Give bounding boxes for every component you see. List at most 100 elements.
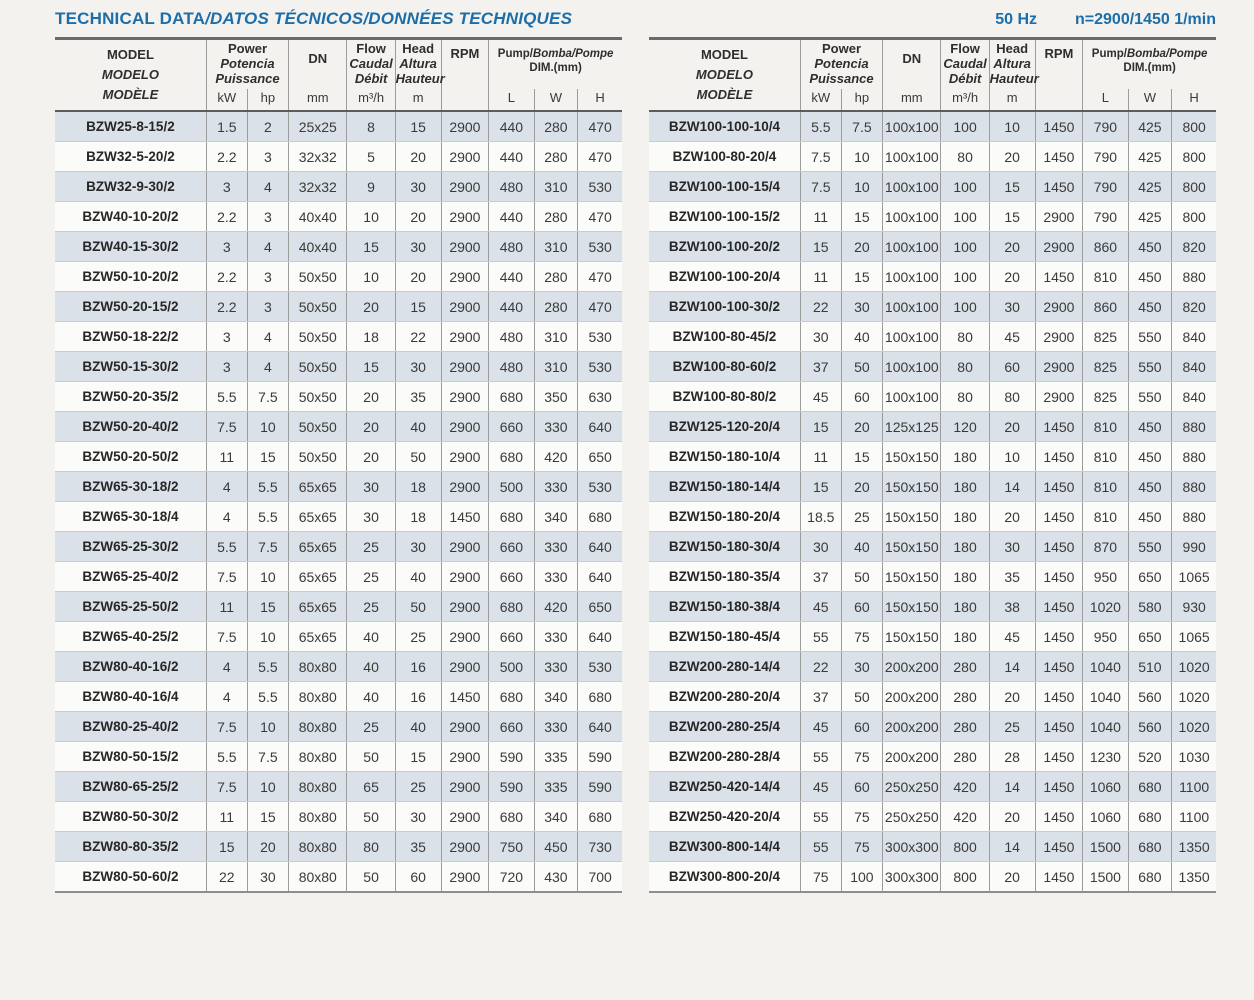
value-cell: 55 <box>799 831 842 862</box>
value-cell: 530 <box>577 321 622 352</box>
value-cell: 840 <box>1171 351 1216 382</box>
value-cell: 640 <box>577 621 622 652</box>
header-flow-es: Caudal <box>349 55 393 71</box>
value-cell: 1060 <box>1082 771 1129 802</box>
value-cell: 680 <box>488 801 535 832</box>
value-cell: 2900 <box>440 231 489 262</box>
model-cell: BZW50-18-22/2 <box>55 321 207 352</box>
value-cell: 530 <box>577 231 622 262</box>
header-flow: Flow Caudal Débit <box>940 38 990 89</box>
value-cell: 40 <box>394 411 442 442</box>
value-cell: 680 <box>488 591 535 622</box>
header-unit-w: W <box>533 88 578 112</box>
value-cell: 340 <box>533 501 578 532</box>
value-cell: 2900 <box>440 471 489 502</box>
table-row: BZW50-18-22/2 3 4 50x50 18 22 2900 480 310 530 <box>55 321 622 352</box>
value-cell: 480 <box>488 321 535 352</box>
table-row: BZW100-100-20/2 15 20 100x100 100 20 2900 860 45… <box>649 231 1216 262</box>
header-dim-unit: DIM.(mm) <box>529 62 582 75</box>
value-cell: 2900 <box>1034 291 1083 322</box>
model-cell: BZW100-80-80/2 <box>649 381 801 412</box>
value-cell: 310 <box>533 321 578 352</box>
value-cell: 150x150 <box>882 441 941 472</box>
value-cell: 40 <box>394 711 442 742</box>
model-cell: BZW150-180-14/4 <box>649 471 801 502</box>
model-cell: BZW65-40-25/2 <box>55 621 207 652</box>
value-cell: 150x150 <box>882 531 941 562</box>
value-cell: 420 <box>533 591 578 622</box>
value-cell: 5.5 <box>246 681 289 712</box>
value-cell: 20 <box>988 861 1036 893</box>
header-unit-kw: kW <box>205 88 248 112</box>
value-cell: 8 <box>346 110 396 142</box>
value-cell: 2900 <box>440 561 489 592</box>
value-cell: 20 <box>988 501 1036 532</box>
value-cell: 22 <box>799 651 842 682</box>
header-flow-en: Flow <box>356 41 386 57</box>
value-cell: 25x25 <box>288 110 347 142</box>
value-cell: 840 <box>1171 321 1216 352</box>
value-cell: 1450 <box>1034 801 1083 832</box>
value-cell: 4 <box>205 651 248 682</box>
value-cell: 80x80 <box>288 711 347 742</box>
table-row: BZW65-25-40/2 7.5 10 65x65 25 40 2900 660 330 640 <box>55 561 622 592</box>
value-cell: 790 <box>1082 201 1129 232</box>
value-cell: 680 <box>488 441 535 472</box>
value-cell: 2.2 <box>205 141 248 172</box>
value-cell: 100x100 <box>882 110 941 142</box>
table-row: BZW100-100-15/4 7.5 10 100x100 100 15 1450 790 4… <box>649 171 1216 202</box>
value-cell: 680 <box>488 681 535 712</box>
value-cell: 790 <box>1082 171 1129 202</box>
value-cell: 22 <box>205 861 248 893</box>
value-cell: 10 <box>246 621 289 652</box>
value-cell: 1020 <box>1171 681 1216 712</box>
value-cell: 5.5 <box>246 471 289 502</box>
header-dn: DN <box>288 38 347 89</box>
value-cell: 450 <box>1127 471 1172 502</box>
model-cell: BZW300-800-20/4 <box>649 861 801 893</box>
value-cell: 680 <box>1127 801 1172 832</box>
value-cell: 650 <box>1127 621 1172 652</box>
value-cell: 20 <box>346 441 396 472</box>
value-cell: 450 <box>1127 291 1172 322</box>
value-cell: 590 <box>488 771 535 802</box>
model-cell: BZW50-20-15/2 <box>55 291 207 322</box>
value-cell: 60 <box>840 771 883 802</box>
value-cell: 20 <box>246 831 289 862</box>
value-cell: 2900 <box>440 771 489 802</box>
value-cell: 200x200 <box>882 681 941 712</box>
value-cell: 1030 <box>1171 741 1216 772</box>
header-rpm: RPM <box>440 38 489 112</box>
value-cell: 16 <box>394 651 442 682</box>
value-cell: 2900 <box>1034 351 1083 382</box>
value-cell: 1500 <box>1082 831 1129 862</box>
value-cell: 2900 <box>440 801 489 832</box>
value-cell: 680 <box>577 801 622 832</box>
value-cell: 420 <box>533 441 578 472</box>
value-cell: 80x80 <box>288 831 347 862</box>
value-cell: 7.5 <box>799 171 842 202</box>
value-cell: 2900 <box>440 351 489 382</box>
value-cell: 7.5 <box>205 561 248 592</box>
value-cell: 15 <box>988 201 1036 232</box>
value-cell: 425 <box>1127 201 1172 232</box>
value-cell: 50 <box>840 561 883 592</box>
value-cell: 20 <box>840 471 883 502</box>
value-cell: 340 <box>533 681 578 712</box>
value-cell: 15 <box>799 231 842 262</box>
header-pump-en: Pump/ <box>497 48 533 60</box>
header-power: Power Potencia Puissance <box>205 38 289 89</box>
table-row: BZW150-180-45/4 55 75 150x150 180 45 1450 950 65… <box>649 621 1216 652</box>
header-unit-hp: hp <box>246 88 289 112</box>
value-cell: 330 <box>533 531 578 562</box>
value-cell: 450 <box>1127 411 1172 442</box>
value-cell: 180 <box>940 441 990 472</box>
value-cell: 50x50 <box>288 291 347 322</box>
model-cell: BZW100-100-15/2 <box>649 201 801 232</box>
value-cell: 100 <box>940 231 990 262</box>
table-row: BZW100-100-20/4 11 15 100x100 100 20 1450 810 45… <box>649 261 1216 292</box>
value-cell: 22 <box>394 321 442 352</box>
model-cell: BZW32-5-20/2 <box>55 141 207 172</box>
value-cell: 75 <box>840 741 883 772</box>
value-cell: 335 <box>533 771 578 802</box>
